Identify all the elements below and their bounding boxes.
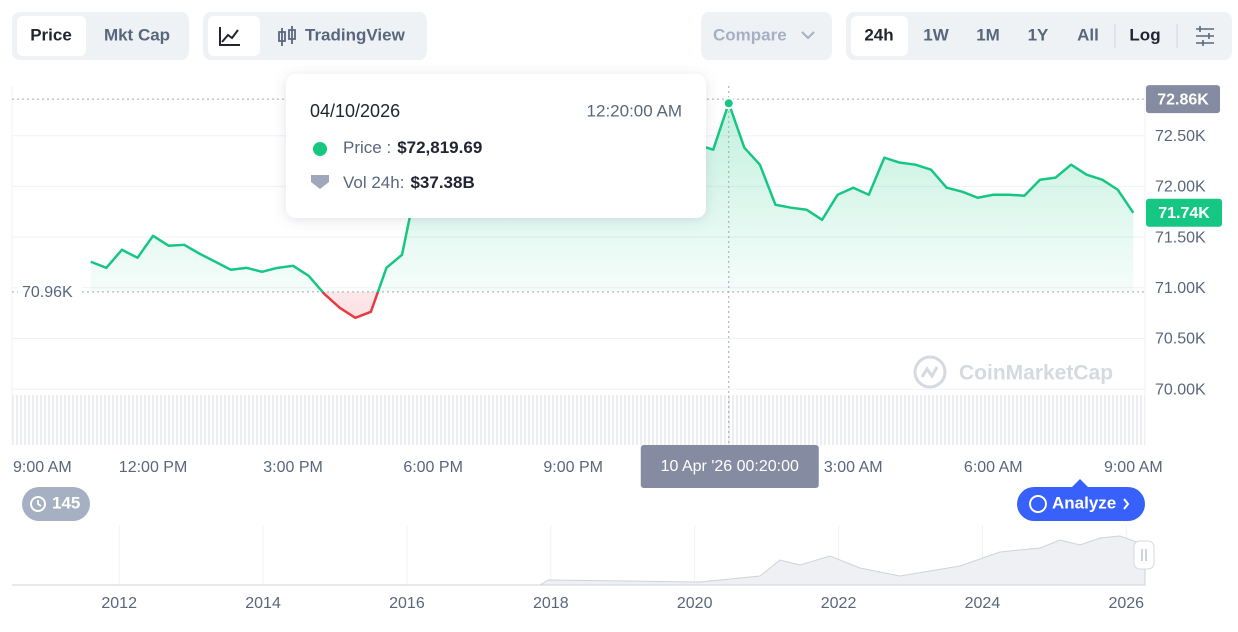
- x-crosshair-label: 10 Apr '26 00:20:00: [661, 458, 799, 475]
- navigator-tick-label: 2012: [101, 595, 137, 612]
- history-badge[interactable]: 145: [52, 493, 80, 512]
- watermark-logo: [913, 355, 947, 389]
- y-tick-label: 72.00K: [1155, 179, 1206, 196]
- range-button[interactable]: 1Y: [1028, 25, 1049, 44]
- analyze-pointer: [1072, 479, 1088, 487]
- history-hand: [37, 500, 42, 507]
- history-badge-bg[interactable]: [22, 487, 90, 521]
- candle-icon[interactable]: [278, 26, 296, 46]
- tab[interactable]: Mkt Cap: [104, 25, 170, 44]
- tooltip-box: [286, 74, 706, 218]
- history-icon: [30, 496, 46, 512]
- x-tick-label: 9:00 PM: [543, 459, 603, 476]
- y-tick-label: 70.50K: [1155, 331, 1206, 348]
- last-price-bg: [1146, 198, 1222, 227]
- tooltip-time: 12:20:00 AM: [587, 101, 682, 120]
- navigator-tick-label: 2014: [245, 595, 281, 612]
- navigator-tick-label: 2024: [965, 595, 1001, 612]
- x-tick-label: 6:00 PM: [403, 459, 463, 476]
- navigator-tick-label: 2020: [677, 595, 713, 612]
- volume-value: $37.38B: [410, 173, 474, 192]
- x-tick-label: 9:00 AM: [1104, 459, 1163, 476]
- range-group: [846, 12, 1232, 60]
- baseline-label: 70.96K: [22, 284, 73, 301]
- settings-icon[interactable]: [1196, 26, 1214, 46]
- navigator-tick-label: 2016: [389, 595, 425, 612]
- y-tick-label: 71.50K: [1155, 229, 1206, 246]
- tooltip: 04/10/2026 12:20:00 AM Price : $72,819.69 Vo…: [286, 74, 706, 218]
- volume-label: Vol 24h:: [343, 173, 404, 192]
- x-tick-label: 3:00 PM: [263, 459, 323, 476]
- tooltip-volume: Vol 24h: $37.38B: [343, 173, 475, 192]
- high-label-bg: [1146, 85, 1220, 114]
- highlight-point: [722, 97, 735, 110]
- y-tick-label: 70.00K: [1155, 381, 1206, 398]
- range-selected: [851, 16, 908, 56]
- y-tick-label: 72.50K: [1155, 128, 1206, 145]
- compare-box: [701, 12, 832, 60]
- x-crosshair-label-bg: [640, 445, 819, 488]
- range-button[interactable]: All: [1077, 25, 1099, 44]
- watermark: CoinMarketCap: [959, 362, 1113, 385]
- chevron: [801, 31, 815, 40]
- navigator-tick-label: 2026: [1108, 595, 1144, 612]
- range-button[interactable]: 1W: [923, 25, 949, 44]
- tab[interactable]: Price: [30, 25, 72, 44]
- price-value: $72,819.69: [397, 138, 482, 157]
- compare-button[interactable]: Compare: [713, 25, 787, 44]
- analyze-chevron: [1123, 498, 1130, 510]
- volume-bars: [12, 395, 1145, 445]
- x-tick-label: 6:00 AM: [964, 459, 1023, 476]
- high-label: 72.86K: [1157, 91, 1209, 108]
- navigator: [12, 535, 1155, 586]
- tradingview-button[interactable]: TradingView: [305, 25, 406, 44]
- baseline-label-bg: [18, 281, 82, 302]
- analyze-icon: [1029, 495, 1047, 513]
- x-tick-label: 3:00 AM: [824, 459, 883, 476]
- y-tick-label: 71.00K: [1155, 280, 1206, 297]
- analyze-bg[interactable]: [1017, 487, 1145, 521]
- x-tick-label: 9:00 AM: [13, 459, 72, 476]
- tab-selected: [17, 16, 86, 56]
- navigator-tick-label: 2018: [533, 595, 569, 612]
- vol-icon: [311, 175, 329, 189]
- range-button[interactable]: 1M: [976, 25, 1000, 44]
- x-tick-label: 12:00 PM: [119, 459, 187, 476]
- price-dot: [313, 142, 327, 156]
- log-button[interactable]: Log: [1129, 25, 1160, 44]
- range-button[interactable]: 24h: [864, 25, 893, 44]
- tooltip-price: Price : $72,819.69: [343, 138, 482, 157]
- navigator-tick-label: 2022: [821, 595, 857, 612]
- price-label: Price :: [343, 138, 391, 157]
- last-price-label: 71.74K: [1158, 205, 1210, 222]
- line-chart-icon[interactable]: [219, 27, 240, 46]
- analyze-button[interactable]: Analyze: [1052, 493, 1116, 512]
- tooltip-date: 04/10/2026: [310, 101, 400, 121]
